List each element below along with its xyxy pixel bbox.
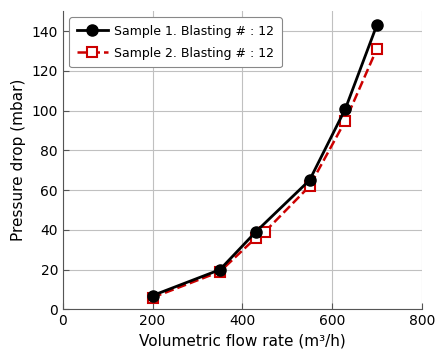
Sample 2. Blasting # : 12: (430, 36): 12: (430, 36) bbox=[253, 236, 258, 240]
X-axis label: Volumetric flow rate (m³/h): Volumetric flow rate (m³/h) bbox=[139, 334, 346, 349]
Legend: Sample 1. Blasting # : 12, Sample 2. Blasting # : 12: Sample 1. Blasting # : 12, Sample 2. Bla… bbox=[69, 17, 282, 67]
Sample 2. Blasting # : 12: (700, 131): 12: (700, 131) bbox=[374, 47, 380, 51]
Sample 2. Blasting # : 12: (200, 6): 12: (200, 6) bbox=[150, 295, 155, 300]
Sample 1. Blasting # : 12: (200, 7): 12: (200, 7) bbox=[150, 293, 155, 298]
Sample 1. Blasting # : 12: (550, 65): 12: (550, 65) bbox=[307, 178, 312, 183]
Sample 1. Blasting # : 12: (430, 39): 12: (430, 39) bbox=[253, 230, 258, 234]
Y-axis label: Pressure drop (mbar): Pressure drop (mbar) bbox=[11, 79, 26, 242]
Sample 1. Blasting # : 12: (350, 20): 12: (350, 20) bbox=[217, 267, 223, 272]
Sample 1. Blasting # : 12: (630, 101): 12: (630, 101) bbox=[343, 107, 348, 111]
Sample 2. Blasting # : 12: (350, 19): 12: (350, 19) bbox=[217, 270, 223, 274]
Line: Sample 1. Blasting # : 12: Sample 1. Blasting # : 12 bbox=[147, 19, 382, 301]
Sample 2. Blasting # : 12: (550, 62): 12: (550, 62) bbox=[307, 184, 312, 188]
Sample 2. Blasting # : 12: (630, 95): 12: (630, 95) bbox=[343, 118, 348, 123]
Sample 1. Blasting # : 12: (700, 143): 12: (700, 143) bbox=[374, 23, 380, 27]
Sample 2. Blasting # : 12: (450, 39): 12: (450, 39) bbox=[262, 230, 268, 234]
Line: Sample 2. Blasting # : 12: Sample 2. Blasting # : 12 bbox=[148, 44, 382, 302]
